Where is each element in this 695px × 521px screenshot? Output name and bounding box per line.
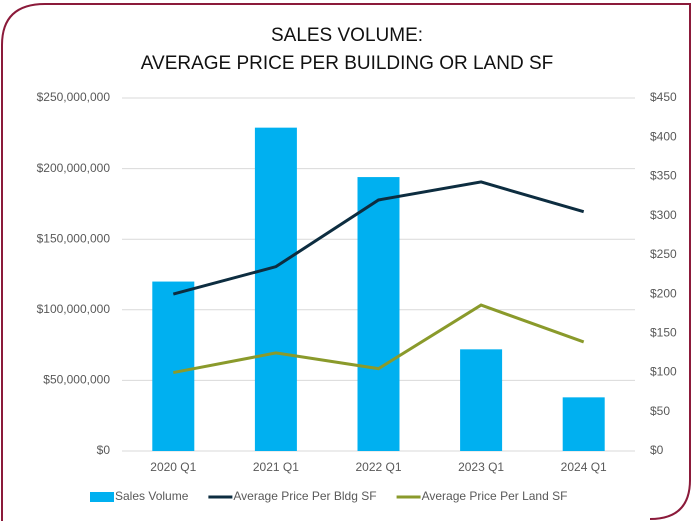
y2-tick-label: $50 bbox=[650, 404, 670, 418]
y-tick-label: $250,000,000 bbox=[37, 90, 111, 104]
bar bbox=[254, 127, 297, 451]
y2-tick-label: $250 bbox=[650, 247, 677, 261]
legend-label: Sales Volume bbox=[115, 489, 189, 503]
legend-label: Average Price Per Bldg SF bbox=[233, 489, 376, 503]
y-tick-label: $0 bbox=[97, 443, 111, 457]
y-tick-label: $150,000,000 bbox=[37, 231, 111, 245]
y2-tick-label: $0 bbox=[650, 443, 664, 457]
y2-tick-label: $100 bbox=[650, 365, 677, 379]
x-tick-label: 2022 Q1 bbox=[355, 460, 401, 474]
y-tick-label: $100,000,000 bbox=[37, 302, 111, 316]
bar bbox=[152, 281, 195, 451]
line bbox=[172, 180, 585, 296]
legend-label: Average Price Per Land SF bbox=[422, 489, 568, 503]
x-tick-label: 2024 Q1 bbox=[561, 460, 607, 474]
y2-tick-label: $200 bbox=[650, 286, 677, 300]
line bbox=[173, 303, 585, 375]
y2-tick-label: $150 bbox=[650, 326, 677, 340]
bar bbox=[562, 397, 605, 451]
y2-tick-label: $300 bbox=[650, 208, 677, 222]
bar bbox=[357, 177, 400, 451]
bar bbox=[460, 349, 503, 451]
y2-tick-label: $450 bbox=[650, 90, 677, 104]
frame bbox=[1, 3, 691, 521]
y-tick-label: $200,000,000 bbox=[37, 161, 111, 175]
chart-title: AVERAGE PRICE PER BUILDING OR LAND SF bbox=[141, 53, 553, 74]
x-tick-label: 2021 Q1 bbox=[253, 460, 299, 474]
chart-title: SALES VOLUME: bbox=[271, 25, 423, 46]
x-tick-label: 2023 Q1 bbox=[458, 460, 504, 474]
legend-swatch bbox=[90, 492, 114, 502]
y2-tick-label: $350 bbox=[650, 169, 677, 183]
x-tick-label: 2020 Q1 bbox=[150, 460, 196, 474]
y2-tick-label: $400 bbox=[650, 129, 677, 143]
y-tick-label: $50,000,000 bbox=[43, 373, 110, 387]
